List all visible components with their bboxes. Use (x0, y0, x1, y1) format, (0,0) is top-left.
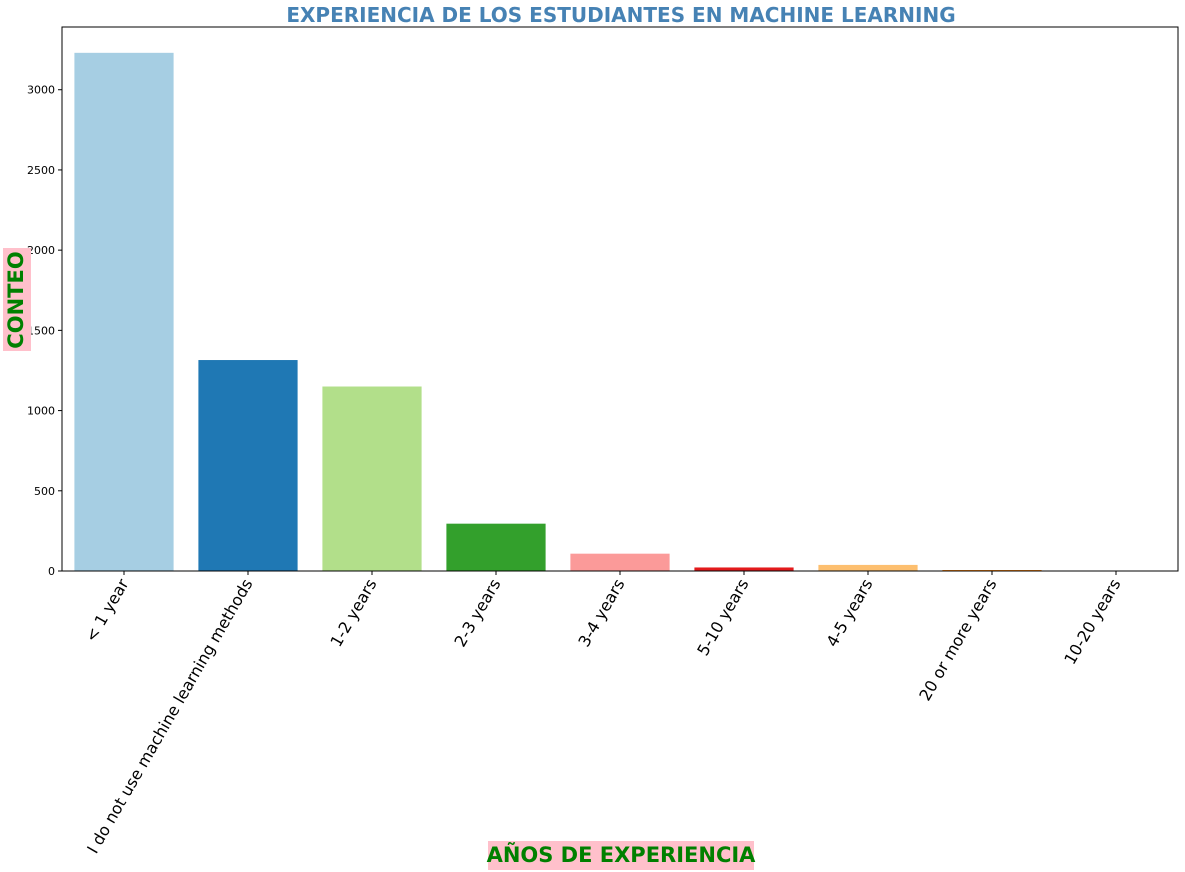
bar-1 (198, 360, 298, 571)
y-axis: 0 500 1000 1500 2000 2500 3000 (27, 84, 62, 578)
y-tick-label-0: 0 (48, 565, 55, 578)
x-tick-label-7: 20 or more years (915, 576, 1000, 705)
y-tick-label-6: 3000 (27, 84, 55, 97)
y-axis-label: CONTEO (4, 251, 28, 348)
y-tick-label-3: 1500 (27, 324, 55, 337)
bar-6 (818, 564, 918, 571)
y-axis-label-group: CONTEO (3, 248, 31, 351)
x-axis-label: AÑOS DE EXPERIENCIA (487, 842, 757, 867)
bar-4 (570, 553, 670, 571)
x-tick-label-4: 3-4 years (574, 576, 628, 651)
y-tick-label-5: 2500 (27, 164, 55, 177)
x-tick-label-5: 5-10 years (693, 576, 752, 659)
bar-2 (322, 386, 422, 571)
x-tick-label-3: 2-3 years (450, 576, 504, 651)
x-tick-label-8: 10-20 years (1060, 576, 1124, 668)
x-tick-label-6: 4-5 years (822, 576, 876, 651)
plot-frame (61, 26, 1179, 572)
bar-5 (694, 567, 794, 571)
y-tick-label-4: 2000 (27, 244, 55, 257)
x-tick-label-2: 1-2 years (326, 576, 380, 651)
x-tick-label-0: < 1 year (81, 575, 132, 645)
bars-group (74, 52, 1166, 571)
y-tick-label-2: 1000 (27, 405, 55, 418)
bar-3 (446, 523, 546, 571)
x-axis-label-group: AÑOS DE EXPERIENCIA (487, 841, 757, 870)
x-axis-label-background (488, 841, 754, 870)
chart-title: EXPERIENCIA DE LOS ESTUDIANTES EN MACHIN… (286, 3, 955, 27)
y-tick-label-1: 500 (34, 485, 55, 498)
y-axis-label-background (3, 248, 31, 351)
bar-0 (74, 52, 174, 571)
